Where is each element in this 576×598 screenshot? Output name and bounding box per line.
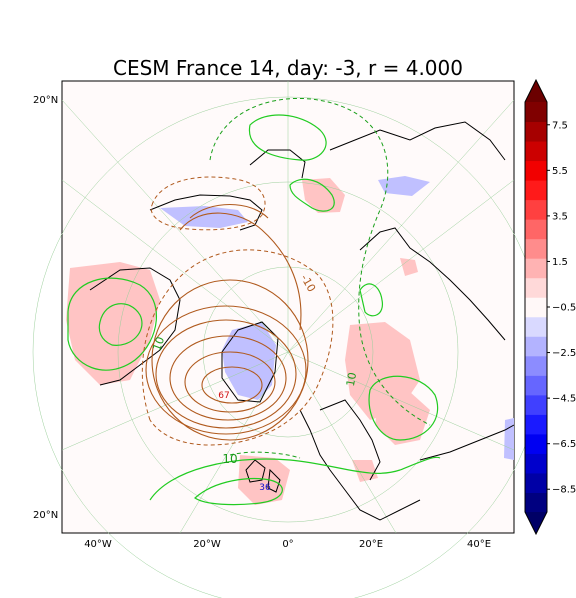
colorbar-segment: [525, 492, 547, 513]
lon-tick-label: 40°E: [467, 539, 491, 550]
greenland-coast: [221, 321, 279, 403]
colorbar-segment: [525, 355, 547, 376]
colorbar-tick-label: −8.5: [552, 485, 576, 496]
colorbar-tick-label: 7.5: [552, 120, 568, 131]
colorbar-segment: [525, 121, 547, 142]
contour-label: 67: [218, 391, 229, 401]
colorbar-segment: [525, 433, 547, 454]
colorbar-segment: [525, 160, 547, 181]
colorbar-segment: [525, 316, 547, 337]
negative-anomaly-shading: [160, 176, 514, 460]
contour-label: 10: [150, 335, 167, 353]
negative-dashed-contours: [141, 176, 334, 446]
contour-label: 10: [344, 371, 359, 387]
coastlines: [89, 121, 515, 521]
colorbar-tick-label: 3.5: [552, 211, 568, 222]
colorbar-segment: [525, 472, 547, 493]
positive-dashed-contours: [209, 98, 431, 459]
colorbar-outline: [524, 78, 548, 536]
colorbar: 7.5 5.5 3.5 1.5 −0.5 −2.5 −4.5 −6.5 −8.5: [524, 78, 576, 536]
colorbar-segment: [525, 219, 547, 240]
lat-tick-label: 20°N: [33, 510, 58, 521]
colorbar-tick-label: 5.5: [552, 166, 568, 177]
colorbar-tick-label: −6.5: [552, 439, 576, 450]
colorbar-segment: [525, 375, 547, 396]
colorbar-segment: [525, 277, 547, 298]
map-panel: [32, 80, 544, 598]
lon-tick-label: 0°: [282, 539, 293, 550]
greenland-negative: [222, 322, 276, 400]
colorbar-segment: [525, 199, 547, 220]
lon-tick-labels: 40°W 20°W 0° 20°E 40°E: [84, 539, 491, 550]
colorbar-extend-top: [525, 80, 547, 102]
contour-label: 10: [222, 452, 237, 466]
lon-tick-label: 20°W: [193, 539, 221, 550]
colorbar-segment: [525, 180, 547, 201]
positive-anomaly-shading: [66, 178, 430, 505]
colorbar-tick-label: −2.5: [552, 348, 576, 359]
map-axis-labels: 20°N 20°N: [33, 95, 58, 521]
colorbar-segment: [525, 238, 547, 259]
colorbar-segment: [525, 258, 547, 279]
colorbar-segment: [525, 141, 547, 162]
lat-tick-label: 20°N: [33, 95, 58, 106]
colorbar-segment: [525, 336, 547, 357]
contour-label: 36: [259, 483, 271, 493]
lon-tick-label: 40°W: [84, 539, 112, 550]
colorbar-segment: [525, 297, 547, 318]
colorbar-segment: [525, 414, 547, 435]
lon-tick-label: 20°E: [359, 539, 383, 550]
colorbar-tick-label: −4.5: [552, 394, 576, 405]
positive-contours: [67, 114, 441, 506]
colorbar-segment: [525, 394, 547, 415]
chart-title: CESM France 14, day: -3, r = 4.000: [113, 56, 463, 80]
colorbar-tick-label: 1.5: [552, 257, 568, 268]
colorbar-extend-bottom: [525, 512, 547, 534]
negative-contours: [145, 203, 309, 441]
colorbar-segment: [525, 102, 547, 123]
colorbar-segment: [525, 453, 547, 474]
colorbar-tick-label: −0.5: [552, 303, 576, 314]
